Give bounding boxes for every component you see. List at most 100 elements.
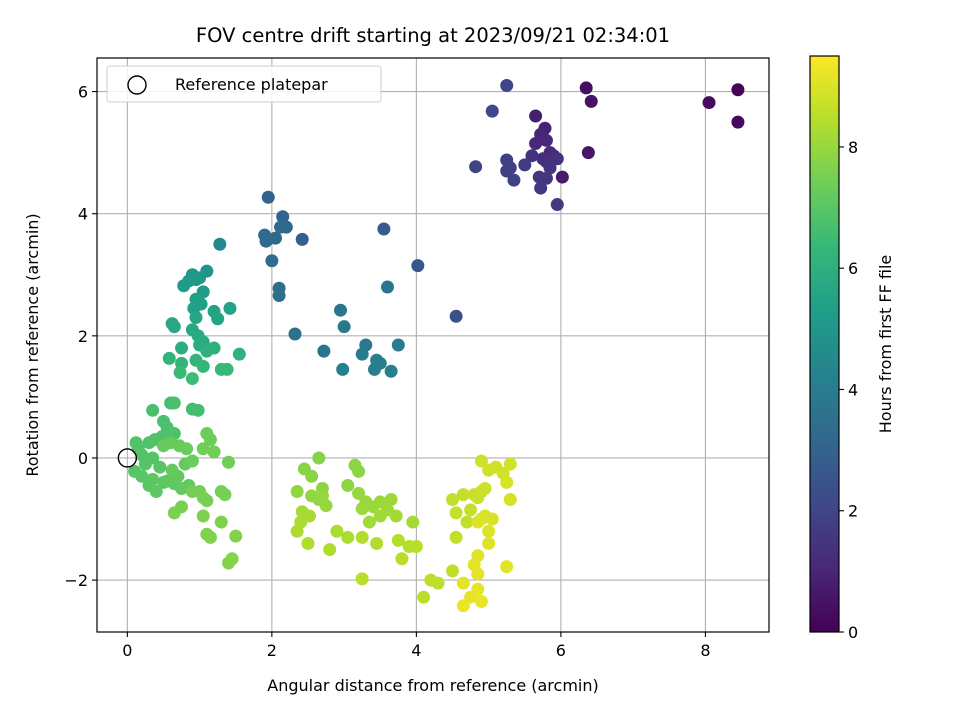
x-axis-label: Angular distance from reference (arcmin) — [267, 676, 598, 695]
data-point — [167, 320, 181, 334]
x-tick-label: 0 — [122, 641, 132, 660]
y-tick-label: 2 — [78, 327, 88, 346]
data-points — [128, 78, 745, 613]
data-point — [196, 442, 210, 456]
data-point — [167, 396, 181, 410]
legend-box — [106, 65, 382, 103]
data-point — [550, 152, 564, 166]
data-point — [702, 96, 716, 110]
data-point — [449, 309, 463, 323]
data-point — [485, 104, 499, 118]
data-point — [149, 485, 163, 499]
colorbar-tick-label: 6 — [848, 259, 858, 278]
data-point — [196, 359, 210, 373]
data-point — [543, 161, 557, 175]
data-point — [214, 515, 228, 529]
data-point — [223, 301, 237, 315]
data-point — [550, 198, 564, 212]
data-point — [200, 344, 214, 358]
data-point — [222, 455, 236, 469]
data-point — [207, 445, 221, 459]
data-point — [213, 237, 227, 251]
data-point — [288, 327, 302, 341]
x-tick-label: 4 — [411, 641, 421, 660]
data-point — [319, 499, 333, 513]
data-point — [474, 454, 488, 468]
data-point — [464, 590, 478, 604]
reference-marker — [117, 448, 138, 468]
data-point — [469, 160, 483, 174]
data-point — [261, 190, 275, 204]
data-point — [500, 153, 514, 167]
x-tick-label: 2 — [267, 641, 277, 660]
y-axis-label: Rotation from reference (arcmin) — [23, 213, 42, 476]
data-point — [370, 536, 384, 550]
data-point — [500, 78, 514, 92]
data-point — [384, 492, 398, 506]
data-point — [500, 475, 514, 489]
data-point — [482, 536, 496, 550]
data-point — [446, 564, 460, 578]
data-point — [373, 509, 387, 523]
data-point — [274, 220, 288, 234]
data-point — [180, 442, 194, 456]
colorbar-label: Hours from first FF file — [876, 255, 895, 434]
y-tick-label: −2 — [64, 571, 88, 590]
data-point — [229, 529, 243, 543]
data-point — [146, 403, 160, 417]
data-point — [196, 491, 210, 505]
data-point — [196, 509, 210, 523]
data-point — [203, 530, 217, 544]
data-point — [449, 506, 463, 520]
data-point — [341, 478, 355, 492]
data-point — [395, 552, 409, 566]
colorbar-tick-label: 0 — [848, 623, 858, 642]
y-axis-ticks: −2 0 2 4 6 — [64, 83, 97, 590]
data-point — [377, 222, 391, 236]
data-point — [355, 347, 369, 361]
data-point — [529, 136, 543, 150]
data-point — [449, 530, 463, 544]
data-point — [323, 543, 337, 557]
data-point — [367, 362, 381, 376]
data-point — [222, 556, 236, 570]
data-point — [478, 482, 492, 495]
data-point — [446, 492, 460, 506]
data-point — [165, 463, 179, 477]
x-tick-label: 8 — [700, 641, 710, 660]
y-tick-label: 6 — [78, 83, 88, 102]
data-point — [272, 289, 286, 303]
data-point — [500, 164, 514, 178]
data-point — [162, 351, 176, 365]
data-point — [173, 365, 187, 379]
data-point — [584, 94, 598, 108]
data-point — [529, 109, 543, 123]
data-point — [503, 492, 517, 506]
data-point — [290, 485, 304, 499]
data-point — [474, 594, 488, 608]
data-point — [312, 451, 326, 465]
data-point — [185, 454, 199, 468]
data-point — [460, 515, 474, 529]
data-point — [534, 181, 548, 195]
data-point — [539, 171, 553, 185]
data-point — [211, 312, 225, 326]
data-point — [482, 524, 496, 538]
data-point — [352, 464, 366, 478]
y-tick-label: 0 — [78, 449, 88, 468]
data-point — [391, 338, 405, 352]
legend-label: Reference platepar — [175, 75, 328, 94]
data-point — [177, 279, 191, 293]
data-point — [464, 503, 478, 517]
data-point — [218, 488, 232, 502]
data-point — [138, 457, 152, 471]
data-point — [315, 489, 329, 503]
data-point — [334, 303, 348, 317]
data-point — [456, 599, 470, 613]
data-point — [336, 362, 350, 376]
data-point — [581, 146, 595, 160]
data-point — [474, 512, 488, 526]
data-point — [337, 320, 351, 334]
data-point — [731, 83, 745, 97]
data-point — [276, 210, 290, 224]
